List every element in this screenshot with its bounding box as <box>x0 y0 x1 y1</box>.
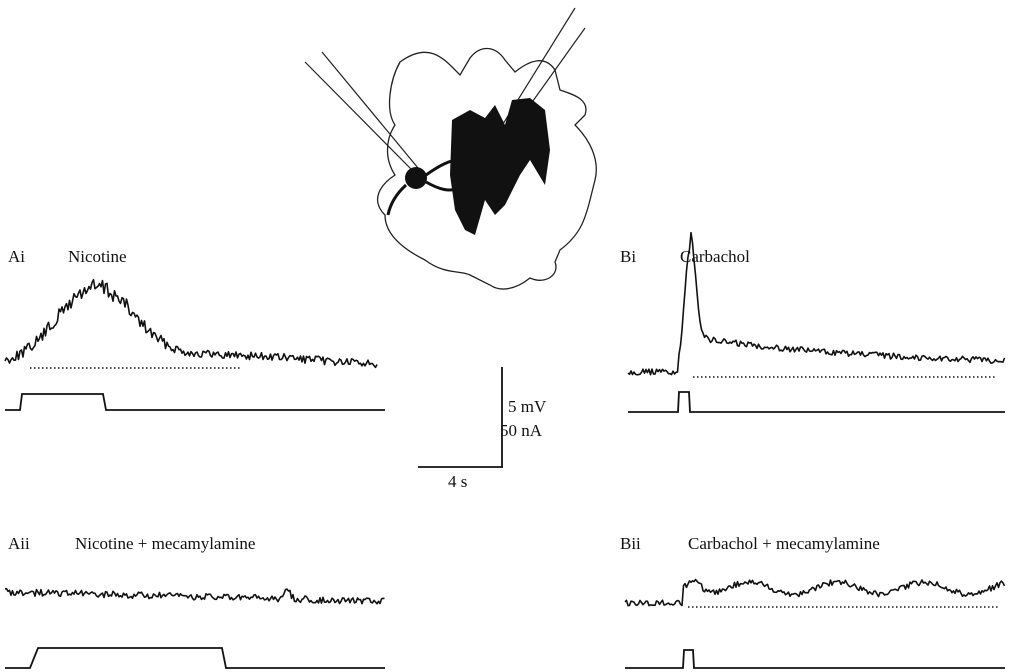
panel-label: Bi <box>620 247 636 266</box>
voltage-trace <box>5 280 377 368</box>
neurites <box>388 160 458 215</box>
scale-time: 4 s <box>448 472 467 491</box>
electrode <box>305 62 412 170</box>
neuron-arbor <box>450 98 550 235</box>
current-step <box>625 650 1005 668</box>
voltage-trace <box>5 589 385 604</box>
panel-title: Carbachol + mecamylamine <box>688 534 880 553</box>
voltage-trace <box>625 580 1005 606</box>
current-step <box>5 648 385 668</box>
current-step <box>5 394 385 410</box>
scale-voltage: 5 mV <box>508 397 547 416</box>
panel-label: Bii <box>620 534 641 553</box>
panel-label: Ai <box>8 247 25 266</box>
panel-title: Carbachol <box>680 247 750 266</box>
scale-current: 50 nA <box>500 421 543 440</box>
electrode <box>322 52 418 168</box>
panel-label: Aii <box>8 534 30 553</box>
panel-title: Nicotine + mecamylamine <box>75 534 255 553</box>
panel-title: Nicotine <box>68 247 127 266</box>
current-step <box>628 392 1005 412</box>
figure: Ai Nicotine Bi Carbachol Aii Nicotine + … <box>0 0 1013 672</box>
ganglion-drawing <box>305 8 596 289</box>
neuron-soma <box>405 167 427 189</box>
scale-bar: 5 mV 50 nA 4 s <box>418 367 547 491</box>
